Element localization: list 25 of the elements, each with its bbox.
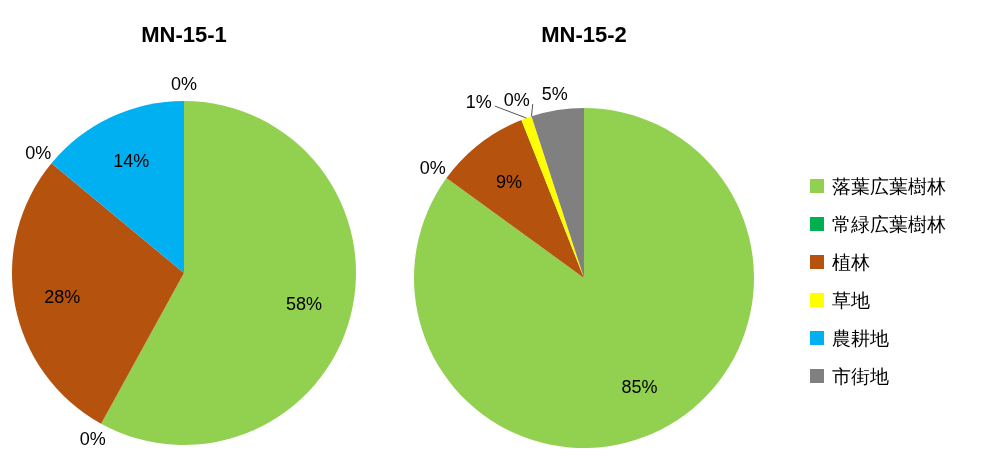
data-label: 9%: [495, 171, 522, 192]
text: 0%: [25, 142, 52, 163]
pie-slice: [51, 101, 184, 273]
pie-slice: [521, 116, 584, 278]
chart-title: MN-15-2: [541, 22, 627, 47]
data-label: 85%: [621, 377, 658, 398]
text: 0%: [79, 429, 106, 450]
legend-label: 草地: [832, 288, 870, 311]
data-label: 14%: [113, 151, 150, 172]
data-label: 28%: [44, 286, 81, 307]
data-label: 5%: [541, 83, 568, 104]
text: 0%: [170, 74, 198, 95]
pie-slice: [531, 108, 584, 278]
legend-label: 農耕地: [832, 326, 889, 349]
legend-label: 落葉広葉樹林: [832, 174, 946, 197]
text: 0%: [503, 90, 530, 111]
data-label: 58%: [285, 294, 322, 315]
pie-slice: [414, 108, 754, 448]
data-label: 1%: [465, 92, 492, 113]
legend-label: 植林: [832, 250, 870, 273]
pie-slice: [446, 119, 584, 278]
legend-label: 市街地: [832, 364, 889, 387]
legend-label: 常緑広葉樹林: [832, 212, 946, 235]
chart-title: MN-15-1: [141, 22, 227, 47]
text: 0%: [419, 158, 446, 179]
